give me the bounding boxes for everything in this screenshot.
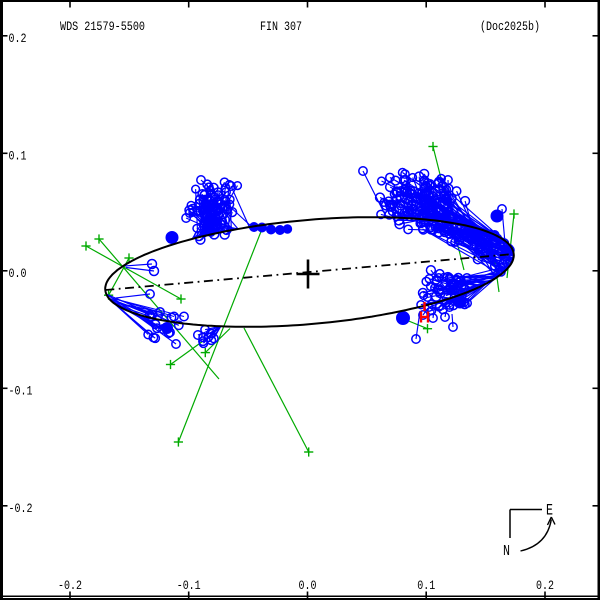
svg-text:0.1: 0.1 [9,149,27,164]
svg-text:0.2: 0.2 [536,578,554,593]
svg-text:(Doc2025b): (Doc2025b) [480,19,540,34]
svg-text:N: N [503,543,510,560]
svg-text:-0.1: -0.1 [177,578,201,593]
svg-text:0.1: 0.1 [417,578,435,593]
svg-text:0.2: 0.2 [9,31,27,46]
svg-text:-0.2: -0.2 [9,501,33,516]
svg-text:FIN 307: FIN 307 [260,19,302,34]
svg-text:0.0: 0.0 [299,578,317,593]
svg-text:-0.2: -0.2 [58,578,82,593]
svg-text:E: E [546,502,553,520]
svg-text:-0.1: -0.1 [9,384,33,399]
svg-text:WDS 21579-5500: WDS 21579-5500 [60,19,145,34]
svg-text:0.0: 0.0 [9,266,27,281]
